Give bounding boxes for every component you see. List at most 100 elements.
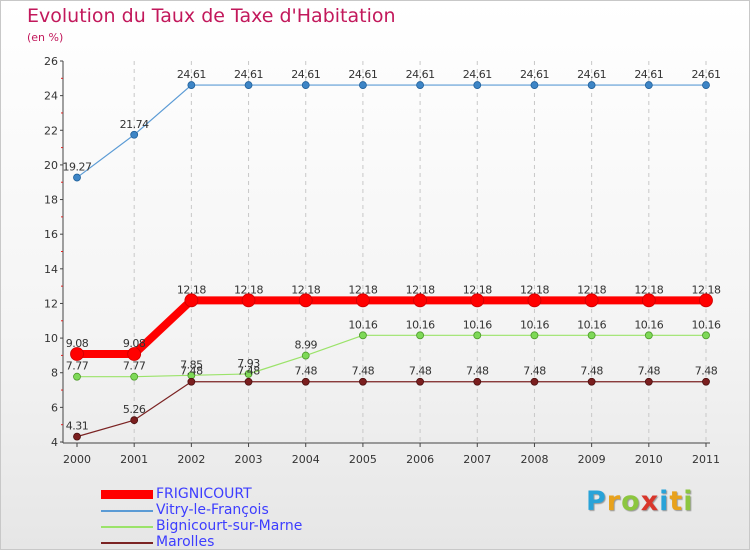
data-point-marolles [587, 377, 596, 386]
data-label-bignicourt-sur-marne: 10.16 [520, 318, 549, 331]
y-tick-label: 8 [51, 367, 58, 380]
data-point-vitry-le-fran-ois [73, 173, 81, 182]
x-tick-label: 2009 [578, 453, 606, 466]
series-line-bignicourt-sur-marne [77, 334, 706, 378]
legend-label-bignicourt: Bignicourt-sur-Marne [156, 518, 303, 534]
series-line-vitry-le-fran-ois [76, 84, 706, 179]
data-label-vitry-le-fran-ois: 24.61 [634, 68, 663, 81]
x-tick-label: 2007 [463, 453, 491, 466]
x-tick-label: 2003 [235, 453, 263, 466]
data-point-marolles [644, 377, 653, 386]
data-label-frignicourt: 12.18 [463, 283, 492, 296]
data-point-frignicourt [584, 293, 599, 308]
data-point-marolles [416, 377, 424, 386]
logo-letter: t [669, 486, 684, 517]
x-tick-label: 2006 [406, 453, 434, 466]
legend-swatch-marolles [101, 542, 153, 544]
y-tick-label: 18 [44, 194, 58, 207]
y-tick-label: 14 [44, 263, 58, 276]
y-tick-label: 20 [44, 159, 58, 172]
data-point-vitry-le-fran-ois [473, 81, 482, 89]
data-point-marolles [473, 377, 482, 386]
data-label-frignicourt: 9.08 [123, 337, 146, 350]
data-point-vitry-le-fran-ois [644, 81, 653, 89]
data-point-frignicourt [699, 293, 713, 308]
data-label-bignicourt-sur-marne: 8.99 [294, 339, 317, 352]
data-point-vitry-le-fran-ois [702, 81, 710, 89]
data-label-frignicourt: 12.18 [406, 283, 435, 296]
data-point-frignicourt [470, 293, 485, 308]
data-label-frignicourt: 12.18 [177, 283, 206, 296]
data-label-frignicourt: 12.18 [291, 283, 320, 296]
logo-letter: x [640, 486, 660, 517]
data-label-marolles: 7.48 [466, 365, 489, 378]
data-point-frignicourt [241, 293, 256, 308]
data-label-vitry-le-fran-ois: 19.27 [63, 161, 92, 174]
x-tick-label: 2001 [120, 453, 148, 466]
data-label-bignicourt-sur-marne: 7.77 [66, 360, 89, 373]
data-label-marolles: 7.48 [180, 365, 203, 378]
data-point-marolles [130, 416, 139, 425]
data-point-vitry-le-fran-ois [359, 81, 367, 89]
data-point-bignicourt-sur-marne [244, 370, 253, 378]
data-point-marolles [702, 377, 710, 386]
legend-label-frignicourt: FRIGNICOURT [156, 486, 252, 502]
data-label-frignicourt: 9.08 [66, 337, 89, 350]
logo-letter: r [606, 486, 622, 517]
data-point-bignicourt-sur-marne [359, 331, 367, 340]
data-label-frignicourt: 12.18 [692, 283, 721, 296]
data-label-vitry-le-fran-ois: 24.61 [348, 68, 377, 81]
data-point-vitry-le-fran-ois [187, 81, 196, 89]
data-label-marolles: 7.48 [580, 365, 603, 378]
data-label-bignicourt-sur-marne: 7.85 [180, 358, 203, 371]
data-point-frignicourt [356, 293, 370, 308]
data-point-vitry-le-fran-ois [130, 130, 139, 139]
data-label-bignicourt-sur-marne: 10.16 [348, 318, 377, 331]
logo-letter: i [659, 486, 670, 517]
data-point-vitry-le-fran-ois [587, 81, 596, 89]
x-tick-label: 2008 [520, 453, 548, 466]
data-point-frignicourt [641, 293, 656, 308]
data-point-marolles [530, 377, 539, 386]
data-label-bignicourt-sur-marne: 10.16 [577, 318, 606, 331]
data-label-marolles: 7.48 [294, 365, 317, 378]
data-label-bignicourt-sur-marne: 10.16 [692, 318, 721, 331]
data-label-frignicourt: 12.18 [520, 283, 549, 296]
y-tick-label: 10 [44, 332, 58, 345]
data-label-marolles: 4.31 [66, 420, 89, 433]
series-line-marolles [76, 381, 706, 438]
logo-letter: i [683, 486, 694, 517]
legend-swatch-frignicourt [101, 490, 153, 499]
data-label-vitry-le-fran-ois: 24.61 [520, 68, 549, 81]
data-label-frignicourt: 12.18 [234, 283, 263, 296]
series-line-frignicourt [77, 296, 706, 359]
x-tick-label: 2010 [635, 453, 663, 466]
data-point-frignicourt [527, 293, 542, 308]
data-label-bignicourt-sur-marne: 10.16 [634, 318, 663, 331]
data-point-marolles [73, 432, 81, 441]
data-point-marolles [187, 377, 196, 386]
data-point-vitry-le-fran-ois [301, 81, 310, 89]
legend-swatch-vitry [101, 510, 153, 512]
data-point-bignicourt-sur-marne [587, 331, 596, 340]
data-label-vitry-le-fran-ois: 24.61 [463, 68, 492, 81]
data-label-vitry-le-fran-ois: 24.61 [406, 68, 435, 81]
logo-letter: o [621, 486, 641, 517]
chart-subtitle: (en %) [27, 31, 64, 44]
data-point-bignicourt-sur-marne [73, 372, 81, 381]
data-point-bignicourt-sur-marne [530, 331, 539, 340]
x-tick-label: 2011 [692, 453, 720, 466]
y-tick-label: 26 [44, 55, 58, 68]
data-point-vitry-le-fran-ois [530, 81, 539, 89]
data-label-marolles: 7.48 [409, 365, 432, 378]
chart-title: Evolution du Taux de Taxe d'Habitation [27, 5, 396, 27]
data-label-vitry-le-fran-ois: 24.61 [177, 68, 206, 81]
logo-letter: P [586, 486, 607, 517]
x-tick-label: 2000 [63, 453, 91, 466]
data-label-vitry-le-fran-ois: 24.61 [291, 68, 320, 81]
data-point-bignicourt-sur-marne [644, 331, 653, 340]
data-label-bignicourt-sur-marne: 7.93 [237, 357, 260, 370]
y-tick-label: 22 [44, 124, 58, 137]
